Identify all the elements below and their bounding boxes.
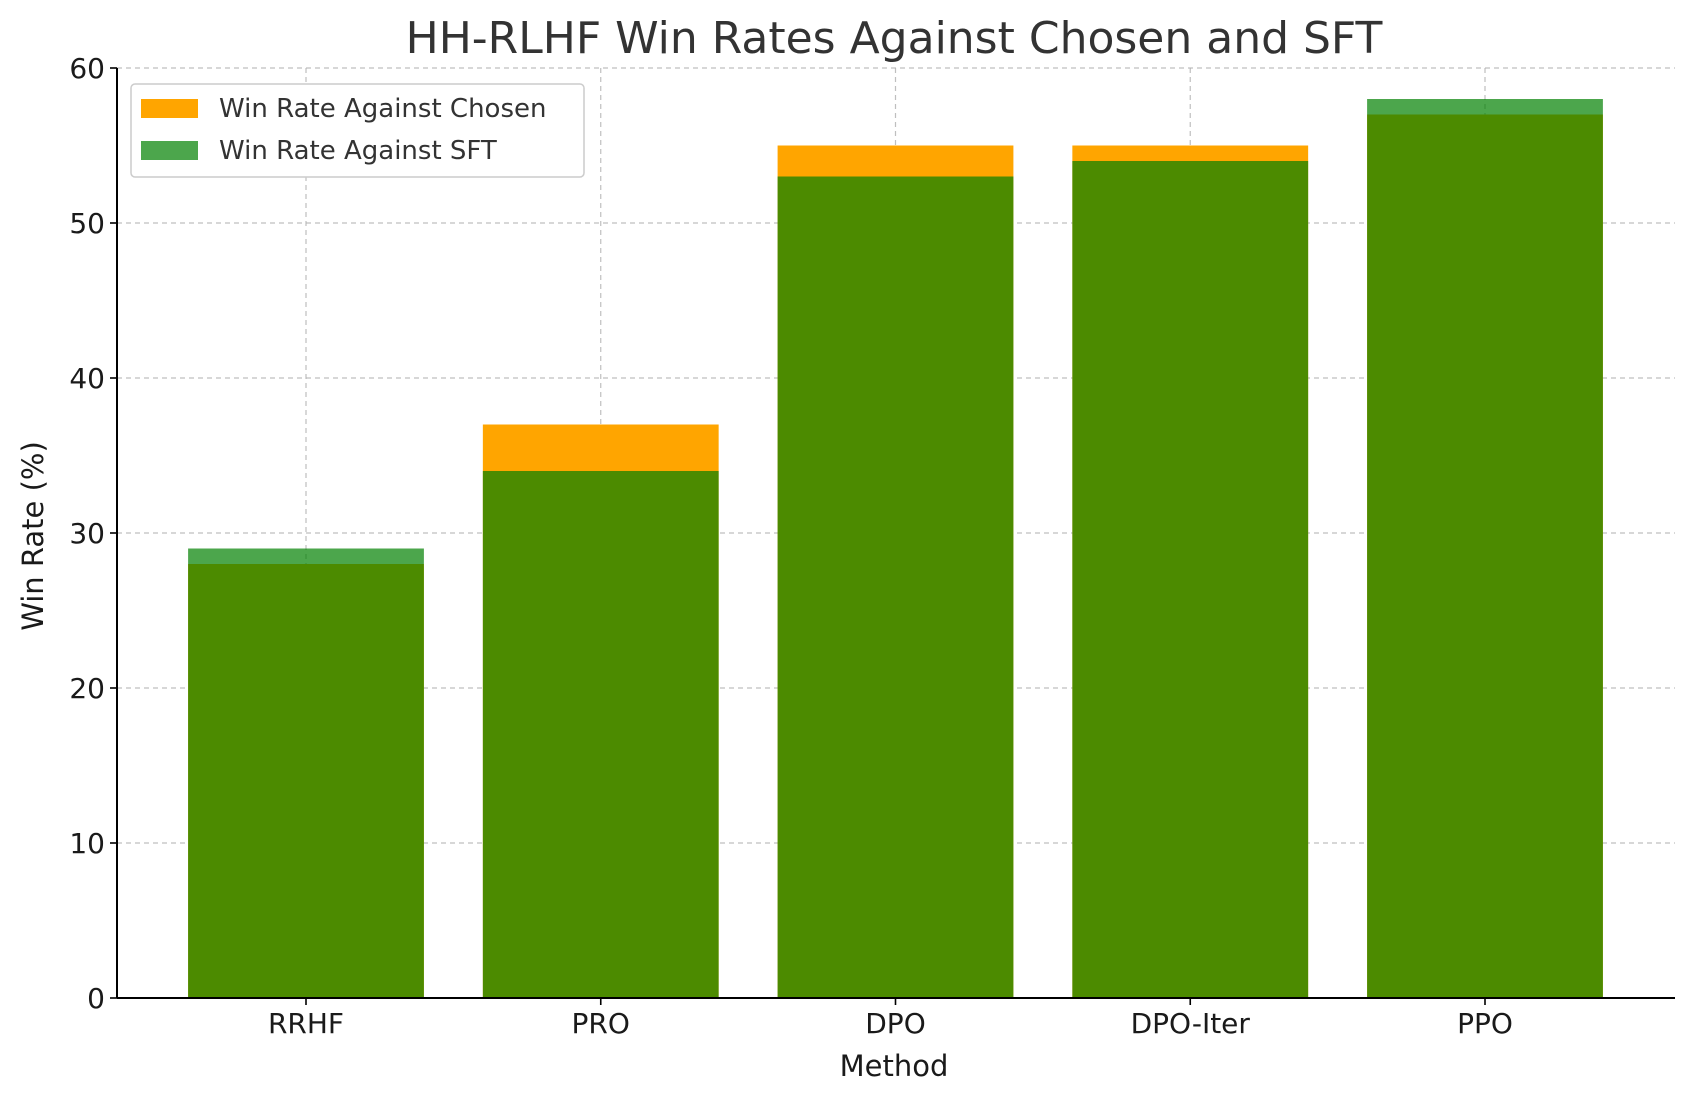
bar-dpo-iter-series-2 bbox=[1072, 161, 1309, 998]
legend-swatch-series-2 bbox=[141, 141, 198, 160]
legend-box bbox=[130, 83, 585, 178]
x-tick-label: RRHF bbox=[268, 1007, 344, 1040]
y-tick-label: 60 bbox=[69, 52, 105, 85]
y-tick-label: 10 bbox=[69, 827, 105, 860]
x-tick-label: PRO bbox=[572, 1007, 630, 1040]
y-tick-label: 20 bbox=[69, 672, 105, 705]
chart-title: HH-RLHF Win Rates Against Chosen and SFT bbox=[406, 13, 1383, 64]
bar-pro-series-2 bbox=[482, 471, 719, 998]
x-tick-label: PPO bbox=[1457, 1007, 1513, 1040]
bar-dpo-series-2 bbox=[777, 176, 1014, 998]
legend-swatch-series-1 bbox=[141, 99, 198, 118]
legend: Win Rate Against Chosen Win Rate Against … bbox=[130, 83, 585, 178]
x-tick-label: DPO bbox=[865, 1007, 925, 1040]
x-axis-title: Method bbox=[840, 1049, 949, 1083]
bar-rrhf-series-2 bbox=[188, 548, 424, 998]
bar-ppo-series-2 bbox=[1367, 99, 1603, 998]
y-tick-label: 0 bbox=[87, 982, 105, 1015]
legend-label-series-2: Win Rate Against SFT bbox=[219, 136, 497, 166]
y-tick-label: 50 bbox=[69, 207, 105, 240]
x-tick-label: DPO-Iter bbox=[1131, 1007, 1251, 1040]
y-tick-label: 30 bbox=[69, 517, 105, 550]
legend-label-series-1: Win Rate Against Chosen bbox=[219, 94, 546, 124]
y-axis-title: Win Rate (%) bbox=[16, 441, 50, 631]
bars bbox=[188, 99, 1603, 998]
tick-labels: 0 10 20 30 40 50 60 RRHF PRO DPO DPO-Iter PPO bbox=[69, 52, 1513, 1040]
y-tick-label: 40 bbox=[69, 362, 105, 395]
